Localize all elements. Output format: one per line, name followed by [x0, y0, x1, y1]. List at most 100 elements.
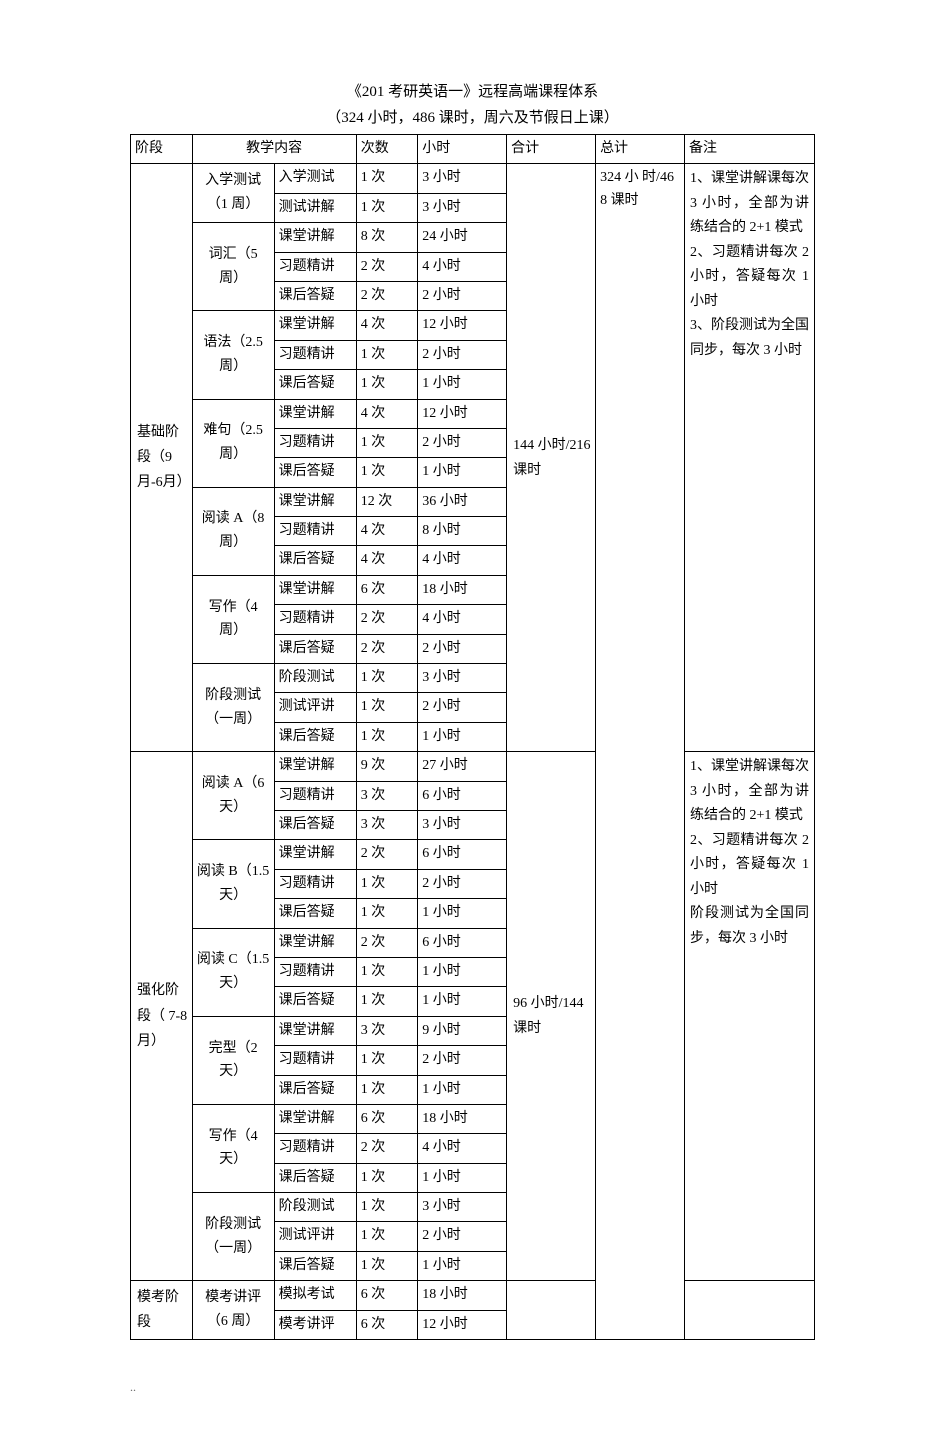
hours-cell: 1 小时: [418, 1075, 507, 1104]
module-cell: 阅读 A（8 周）: [192, 487, 274, 575]
type-cell: 课后答疑: [274, 1163, 356, 1192]
count-cell: 9 次: [356, 752, 418, 781]
hours-cell: 6 小时: [418, 928, 507, 957]
hours-cell: 2 小时: [418, 1222, 507, 1251]
hours-cell: 2 小时: [418, 1046, 507, 1075]
type-cell: 习题精讲: [274, 428, 356, 457]
hours-cell: 18 小时: [418, 1104, 507, 1133]
type-cell: 习题精讲: [274, 957, 356, 986]
hours-cell: 6 小时: [418, 781, 507, 810]
count-cell: 1 次: [356, 1075, 418, 1104]
type-cell: 习题精讲: [274, 340, 356, 369]
col-content: 教学内容: [192, 135, 356, 164]
module-cell: 阶段测试（一周）: [192, 1193, 274, 1281]
type-cell: 课堂讲解: [274, 487, 356, 516]
count-cell: 1 次: [356, 340, 418, 369]
stage-cell: 基础阶段（9月-6月）: [131, 164, 193, 752]
col-count: 次数: [356, 135, 418, 164]
count-cell: 4 次: [356, 517, 418, 546]
count-cell: 2 次: [356, 252, 418, 281]
hours-cell: 3 小时: [418, 810, 507, 839]
hours-cell: 36 小时: [418, 487, 507, 516]
type-cell: 习题精讲: [274, 869, 356, 898]
module-cell: 语法（2.5 周）: [192, 311, 274, 399]
stage-cell: 强化阶段（ 7-8月）: [131, 752, 193, 1281]
hours-cell: 6 小时: [418, 840, 507, 869]
page-subtitle: （324 小时，486 课时，周六及节假日上课）: [130, 106, 815, 130]
type-cell: 课后答疑: [274, 899, 356, 928]
count-cell: 2 次: [356, 605, 418, 634]
count-cell: 1 次: [356, 1251, 418, 1280]
count-cell: 1 次: [356, 869, 418, 898]
module-cell: 写作（4 周）: [192, 575, 274, 663]
count-cell: 2 次: [356, 928, 418, 957]
count-cell: 6 次: [356, 575, 418, 604]
count-cell: 3 次: [356, 1016, 418, 1045]
hours-cell: 2 小时: [418, 340, 507, 369]
module-cell: 入学测试（1 周）: [192, 164, 274, 223]
count-cell: 1 次: [356, 1163, 418, 1192]
type-cell: 课后答疑: [274, 1251, 356, 1280]
type-cell: 课后答疑: [274, 458, 356, 487]
hours-cell: 1 小时: [418, 1251, 507, 1280]
type-cell: 测试评讲: [274, 693, 356, 722]
type-cell: 习题精讲: [274, 517, 356, 546]
type-cell: 入学测试: [274, 164, 356, 193]
type-cell: 课后答疑: [274, 722, 356, 751]
subtotal-cell: 144 小时/216 课时: [507, 164, 596, 752]
count-cell: 6 次: [356, 1104, 418, 1133]
type-cell: 课堂讲解: [274, 1016, 356, 1045]
hours-cell: 12 小时: [418, 1310, 507, 1339]
hours-cell: 18 小时: [418, 575, 507, 604]
remark-cell: 1、课堂讲解课每次 3 小时，全部为讲练结合的 2+1 模式2、习题精讲每次 2…: [684, 752, 814, 1281]
type-cell: 习题精讲: [274, 1046, 356, 1075]
hours-cell: 12 小时: [418, 311, 507, 340]
count-cell: 1 次: [356, 722, 418, 751]
count-cell: 1 次: [356, 193, 418, 222]
module-cell: 阅读 C（1.5 天）: [192, 928, 274, 1016]
type-cell: 课堂讲解: [274, 223, 356, 252]
count-cell: 1 次: [356, 899, 418, 928]
hours-cell: 1 小时: [418, 370, 507, 399]
count-cell: 2 次: [356, 281, 418, 310]
total-cell: 324 小 时/468 课时: [596, 164, 685, 1340]
type-cell: 课后答疑: [274, 546, 356, 575]
count-cell: 1 次: [356, 428, 418, 457]
hours-cell: 3 小时: [418, 164, 507, 193]
hours-cell: 3 小时: [418, 1193, 507, 1222]
hours-cell: 1 小时: [418, 458, 507, 487]
hours-cell: 1 小时: [418, 722, 507, 751]
count-cell: 1 次: [356, 164, 418, 193]
hours-cell: 9 小时: [418, 1016, 507, 1045]
hours-cell: 2 小时: [418, 869, 507, 898]
type-cell: 课堂讲解: [274, 575, 356, 604]
hours-cell: 1 小时: [418, 1163, 507, 1192]
hours-cell: 3 小时: [418, 193, 507, 222]
type-cell: 习题精讲: [274, 605, 356, 634]
type-cell: 测试讲解: [274, 193, 356, 222]
count-cell: 8 次: [356, 223, 418, 252]
count-cell: 1 次: [356, 1046, 418, 1075]
count-cell: 1 次: [356, 370, 418, 399]
module-cell: 难句（2.5 周）: [192, 399, 274, 487]
hours-cell: 12 小时: [418, 399, 507, 428]
hours-cell: 2 小时: [418, 693, 507, 722]
type-cell: 课堂讲解: [274, 399, 356, 428]
count-cell: 2 次: [356, 1134, 418, 1163]
module-cell: 词汇（5 周）: [192, 223, 274, 311]
subtotal-cell: [507, 1281, 596, 1340]
type-cell: 课堂讲解: [274, 752, 356, 781]
type-cell: 模考讲评: [274, 1310, 356, 1339]
hours-cell: 3 小时: [418, 664, 507, 693]
type-cell: 阶段测试: [274, 1193, 356, 1222]
type-cell: 课堂讲解: [274, 1104, 356, 1133]
col-hours: 小时: [418, 135, 507, 164]
count-cell: 4 次: [356, 311, 418, 340]
count-cell: 6 次: [356, 1281, 418, 1310]
count-cell: 1 次: [356, 987, 418, 1016]
module-cell: 写作（4 天）: [192, 1104, 274, 1192]
type-cell: 课后答疑: [274, 810, 356, 839]
col-stage: 阶段: [131, 135, 193, 164]
course-table: 阶段教学内容次数小时合计总计备注基础阶段（9月-6月）入学测试（1 周）入学测试…: [130, 134, 815, 1340]
count-cell: 1 次: [356, 957, 418, 986]
